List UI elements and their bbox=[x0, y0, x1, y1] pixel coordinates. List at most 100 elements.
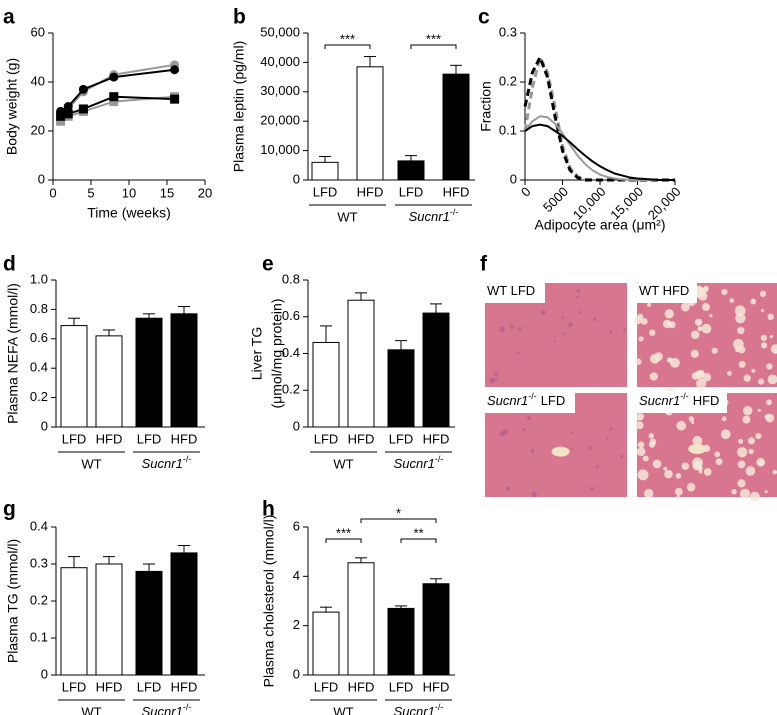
tissue-spot bbox=[745, 466, 756, 476]
tissue-spot bbox=[721, 288, 728, 296]
tissue-spot bbox=[760, 342, 768, 349]
tissue-spot bbox=[664, 469, 673, 479]
tissue-spot bbox=[674, 487, 683, 496]
x-tick-label: LFD bbox=[314, 679, 339, 694]
y-tick-label: 0.6 bbox=[30, 330, 48, 345]
tissue-spot bbox=[570, 431, 573, 435]
tissue-spot bbox=[637, 441, 645, 448]
significance-bracket bbox=[325, 538, 362, 543]
y-tick-label: 0.6 bbox=[282, 308, 300, 323]
tissue-spot bbox=[619, 454, 624, 459]
panel-letter: c bbox=[478, 6, 490, 29]
tissue-spot bbox=[675, 473, 682, 479]
tissue-spot bbox=[531, 492, 537, 498]
x-axis-label: Adipocyte area (μm²) bbox=[535, 217, 666, 233]
tissue-spot bbox=[609, 330, 613, 334]
significance-label: *** bbox=[340, 31, 355, 46]
tissue-spot bbox=[690, 349, 699, 358]
group-label: WT bbox=[333, 456, 353, 471]
y-axis-label: Plasma TG (mmol/l) bbox=[5, 539, 21, 663]
y-tick-label: 60 bbox=[31, 24, 45, 39]
tissue-spot bbox=[696, 378, 707, 389]
tissue-spot bbox=[576, 295, 580, 299]
text-part: Sucnr1 bbox=[639, 393, 680, 408]
marker bbox=[170, 94, 180, 104]
bar bbox=[60, 325, 88, 428]
tissue-spot bbox=[638, 336, 644, 342]
tile-label-box bbox=[483, 281, 545, 303]
bar bbox=[170, 552, 198, 676]
marker bbox=[56, 111, 66, 121]
tissue-spot bbox=[731, 489, 737, 495]
group-label: Sucnr1-/- bbox=[394, 702, 444, 715]
text-part: -/- bbox=[183, 454, 192, 464]
y-axis-label: (μmol/mg protein) bbox=[269, 299, 285, 409]
tissue-spot bbox=[766, 399, 772, 406]
tissue-spot bbox=[767, 313, 774, 321]
y-tick-label: 0 bbox=[293, 666, 300, 681]
bar bbox=[387, 349, 415, 428]
y-tick-label: 6 bbox=[293, 518, 300, 533]
tissue-spot bbox=[522, 428, 526, 432]
tissue-spot bbox=[760, 334, 768, 342]
y-tick-label: 0 bbox=[293, 418, 300, 433]
y-tick-label: 50,000 bbox=[260, 24, 300, 39]
panel-letter: a bbox=[3, 6, 15, 29]
tissue-spot bbox=[561, 316, 564, 319]
x-tick-label: LFD bbox=[389, 679, 414, 694]
tissue-spot bbox=[640, 318, 648, 325]
panel-letter: g bbox=[3, 498, 16, 521]
marker bbox=[56, 116, 66, 126]
significance-bracket bbox=[410, 44, 457, 49]
marker bbox=[63, 102, 73, 111]
x-tick-label: LFD bbox=[137, 431, 162, 446]
tissue-spot bbox=[766, 363, 773, 370]
group-label: Sucnr1-/- bbox=[142, 702, 192, 715]
tissue-spot bbox=[563, 332, 566, 336]
tissue-spot bbox=[623, 327, 627, 331]
y-tick-label: 0 bbox=[41, 418, 48, 433]
tissue-spot bbox=[711, 347, 718, 354]
tissue-spot bbox=[493, 372, 499, 377]
bar bbox=[347, 562, 375, 676]
y-axis-label: Plasma cholesterol (mmol/l) bbox=[261, 515, 277, 688]
bar bbox=[422, 583, 450, 676]
tissue-spot bbox=[765, 413, 775, 423]
x-tick-label: 15 bbox=[160, 185, 174, 200]
marker bbox=[109, 97, 119, 107]
y-tick-label: 30,000 bbox=[260, 83, 300, 98]
tissue-spot bbox=[652, 459, 662, 469]
x-tick-label: 0 bbox=[49, 185, 56, 200]
y-tick-label: 0.3 bbox=[30, 555, 48, 570]
significance-bracket bbox=[324, 44, 371, 49]
y-tick-label: 4 bbox=[293, 568, 300, 583]
y-tick-label: 0 bbox=[41, 666, 48, 681]
marker bbox=[109, 92, 119, 102]
y-axis-label: Fraction bbox=[478, 81, 494, 132]
y-tick-label: 0.8 bbox=[282, 271, 300, 286]
x-axis-label: Time (weeks) bbox=[87, 205, 171, 221]
tissue-spot bbox=[734, 305, 746, 317]
tissue-spot bbox=[727, 371, 732, 376]
tissue-spot bbox=[737, 460, 746, 469]
text-part: Sucnr1 bbox=[409, 209, 450, 224]
x-tick-label: 5000 bbox=[540, 184, 571, 215]
tissue-spot bbox=[691, 372, 700, 380]
tissue-spot bbox=[505, 486, 510, 491]
tissue-spot bbox=[590, 487, 594, 492]
tissue-spot bbox=[530, 448, 535, 454]
tissue-spot bbox=[764, 490, 768, 494]
tile-label-box bbox=[483, 391, 575, 413]
tissue-spot bbox=[694, 318, 703, 326]
marker bbox=[78, 104, 88, 114]
x-tick-label: HFD bbox=[423, 679, 450, 694]
bar bbox=[442, 73, 470, 181]
bar bbox=[135, 570, 163, 676]
tissue-spot bbox=[681, 462, 690, 470]
vessel bbox=[551, 446, 570, 457]
tile-label-box bbox=[635, 391, 727, 413]
tissue-spot bbox=[759, 290, 767, 298]
y-tick-label: 20 bbox=[31, 122, 45, 137]
tissue-spot bbox=[540, 310, 546, 316]
bar bbox=[347, 299, 375, 428]
